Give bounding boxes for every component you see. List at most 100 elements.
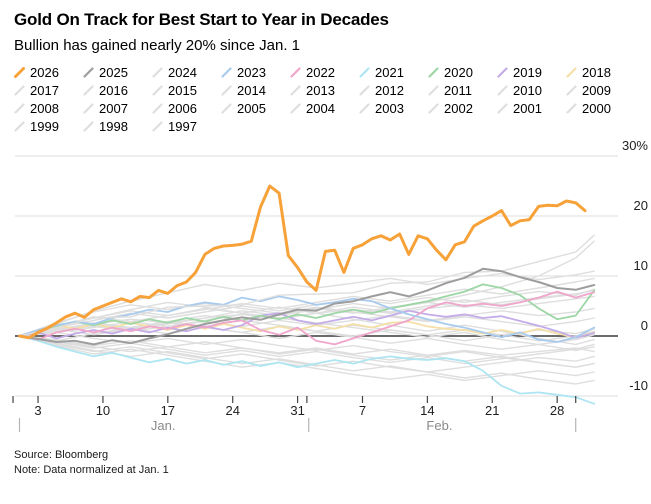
series-line-2019	[18, 309, 596, 340]
legend-item-2012[interactable]: 2012	[359, 82, 428, 98]
month-boundary-tick	[575, 396, 577, 403]
series-line-2009	[18, 302, 595, 337]
x-tick-24	[232, 396, 234, 403]
series-line-2000	[18, 326, 595, 352]
legend-swatch-icon	[152, 102, 163, 114]
x-label-14: 14	[420, 403, 434, 418]
legend-year-label: 2025	[99, 64, 128, 80]
legend-item-2004[interactable]: 2004	[290, 100, 359, 116]
legend-year-label: 2012	[375, 82, 404, 98]
y-label-30%: 30%	[622, 138, 648, 153]
legend-item-2001[interactable]: 2001	[497, 100, 566, 116]
x-label-21: 21	[485, 403, 499, 418]
series-line-1998	[18, 335, 595, 385]
x-label-31: 31	[290, 403, 304, 418]
legend-swatch-icon	[14, 120, 25, 132]
legend-item-2014[interactable]: 2014	[221, 82, 290, 98]
legend-year-label: 2004	[306, 100, 335, 116]
legend-swatch-icon	[566, 66, 577, 78]
x-label-28: 28	[550, 403, 564, 418]
legend-item-2005[interactable]: 2005	[221, 101, 290, 116]
legend-item-2010[interactable]: 2010	[497, 83, 566, 98]
legend-swatch-icon	[359, 66, 370, 78]
legend-item-2000[interactable]: 2000	[566, 100, 635, 116]
legend-item-2007[interactable]: 2007	[83, 100, 152, 116]
legend-item-2015[interactable]: 2015	[152, 82, 221, 98]
x-tick-28	[556, 396, 558, 403]
x-label-17: 17	[161, 403, 175, 418]
month-separator	[308, 418, 310, 432]
series-line-2005	[18, 335, 595, 356]
x-tick-10	[102, 396, 104, 403]
legend-year-label: 2001	[513, 100, 542, 116]
legend-swatch-icon	[566, 102, 577, 114]
data-note: Note: Data normalized at Jan. 1	[14, 464, 169, 476]
x-tick-14	[426, 396, 428, 403]
legend-item-2023[interactable]: 2023	[221, 64, 290, 80]
legend-swatch-icon	[290, 84, 301, 96]
legend-year-label: 2000	[582, 100, 611, 116]
legend-item-2017[interactable]: 2017	[14, 82, 83, 98]
y-label-20: 20	[634, 198, 648, 213]
legend-item-2019[interactable]: 2019	[497, 65, 566, 80]
legend-year-label: 2006	[168, 100, 197, 116]
legend-year-label: 2026	[30, 64, 59, 80]
month-label-feb: Feb.	[426, 418, 452, 433]
legend-year-label: 2015	[168, 82, 197, 98]
legend-item-2011[interactable]: 2011	[428, 83, 497, 98]
series-line-2018	[18, 320, 596, 339]
series-line-2001	[18, 335, 595, 368]
legend-year-label: 2008	[30, 100, 59, 116]
series-line-2020	[18, 283, 596, 337]
legend-item-1999[interactable]: 1999	[14, 119, 83, 134]
legend-item-1997[interactable]: 1997	[152, 119, 221, 134]
legend-item-2009[interactable]: 2009	[566, 83, 635, 98]
legend-item-2013[interactable]: 2013	[290, 82, 359, 98]
legend-item-1998[interactable]: 1998	[83, 119, 152, 134]
legend-swatch-icon	[83, 120, 94, 132]
x-label-24: 24	[225, 403, 239, 418]
chart-svg: 30% 20 10 0 -10 3 10 17 24 31 7 14 21 28 Jan. Feb.	[12, 138, 648, 433]
legend-item-2002[interactable]: 2002	[428, 100, 497, 116]
legend-swatch-icon	[359, 102, 370, 114]
page-title: Gold On Track for Best Start to Year in …	[14, 10, 389, 29]
legend-item-2016[interactable]: 2016	[83, 83, 152, 98]
x-tick-17	[167, 396, 169, 403]
legend-swatch-icon	[290, 66, 301, 78]
series-line-2025	[18, 267, 596, 346]
series-line-2024	[18, 234, 595, 337]
chart-footer: Source: Bloomberg Note: Data normalized …	[14, 448, 637, 478]
legend-item-2022[interactable]: 2022	[290, 65, 359, 80]
legend-item-2026[interactable]: 2026	[14, 64, 83, 80]
legend-item-2024[interactable]: 2024	[152, 65, 221, 80]
legend-swatch-icon	[221, 84, 232, 96]
legend-swatch-icon	[428, 66, 439, 78]
series-line-1997	[18, 335, 595, 382]
legend-item-2003[interactable]: 2003	[359, 101, 428, 116]
x-label-3: 3	[34, 403, 41, 418]
legend-item-2006[interactable]: 2006	[152, 100, 221, 116]
legend-year-label: 2007	[99, 100, 128, 116]
chart-subtitle: Bullion has gained nearly 20% since Jan.…	[14, 37, 301, 54]
series-line-2022	[18, 290, 596, 346]
legend-year-label: 2023	[237, 64, 266, 80]
x-tick-31	[297, 396, 299, 403]
series-line-2010	[18, 335, 595, 373]
x-label-10: 10	[96, 403, 110, 418]
legend-year-label: 2013	[306, 82, 335, 98]
x-tick-21	[491, 396, 493, 403]
legend-swatch-icon	[14, 84, 25, 96]
legend-item-2021[interactable]: 2021	[359, 65, 428, 80]
legend-item-2018[interactable]: 2018	[566, 65, 635, 80]
legend-year-label: 2002	[444, 100, 473, 116]
legend-year-label: 2017	[30, 82, 59, 98]
x-tick-3	[37, 396, 39, 403]
legend-item-2020[interactable]: 2020	[428, 65, 497, 80]
legend-year-label: 2014	[237, 82, 266, 98]
legend-item-2008[interactable]: 2008	[14, 100, 83, 116]
legend-swatch-icon	[221, 102, 232, 114]
legend-swatch-icon	[83, 102, 94, 114]
legend-item-2025[interactable]: 2025	[83, 64, 152, 80]
month-separator	[18, 418, 21, 432]
series-line-2011	[18, 335, 595, 365]
